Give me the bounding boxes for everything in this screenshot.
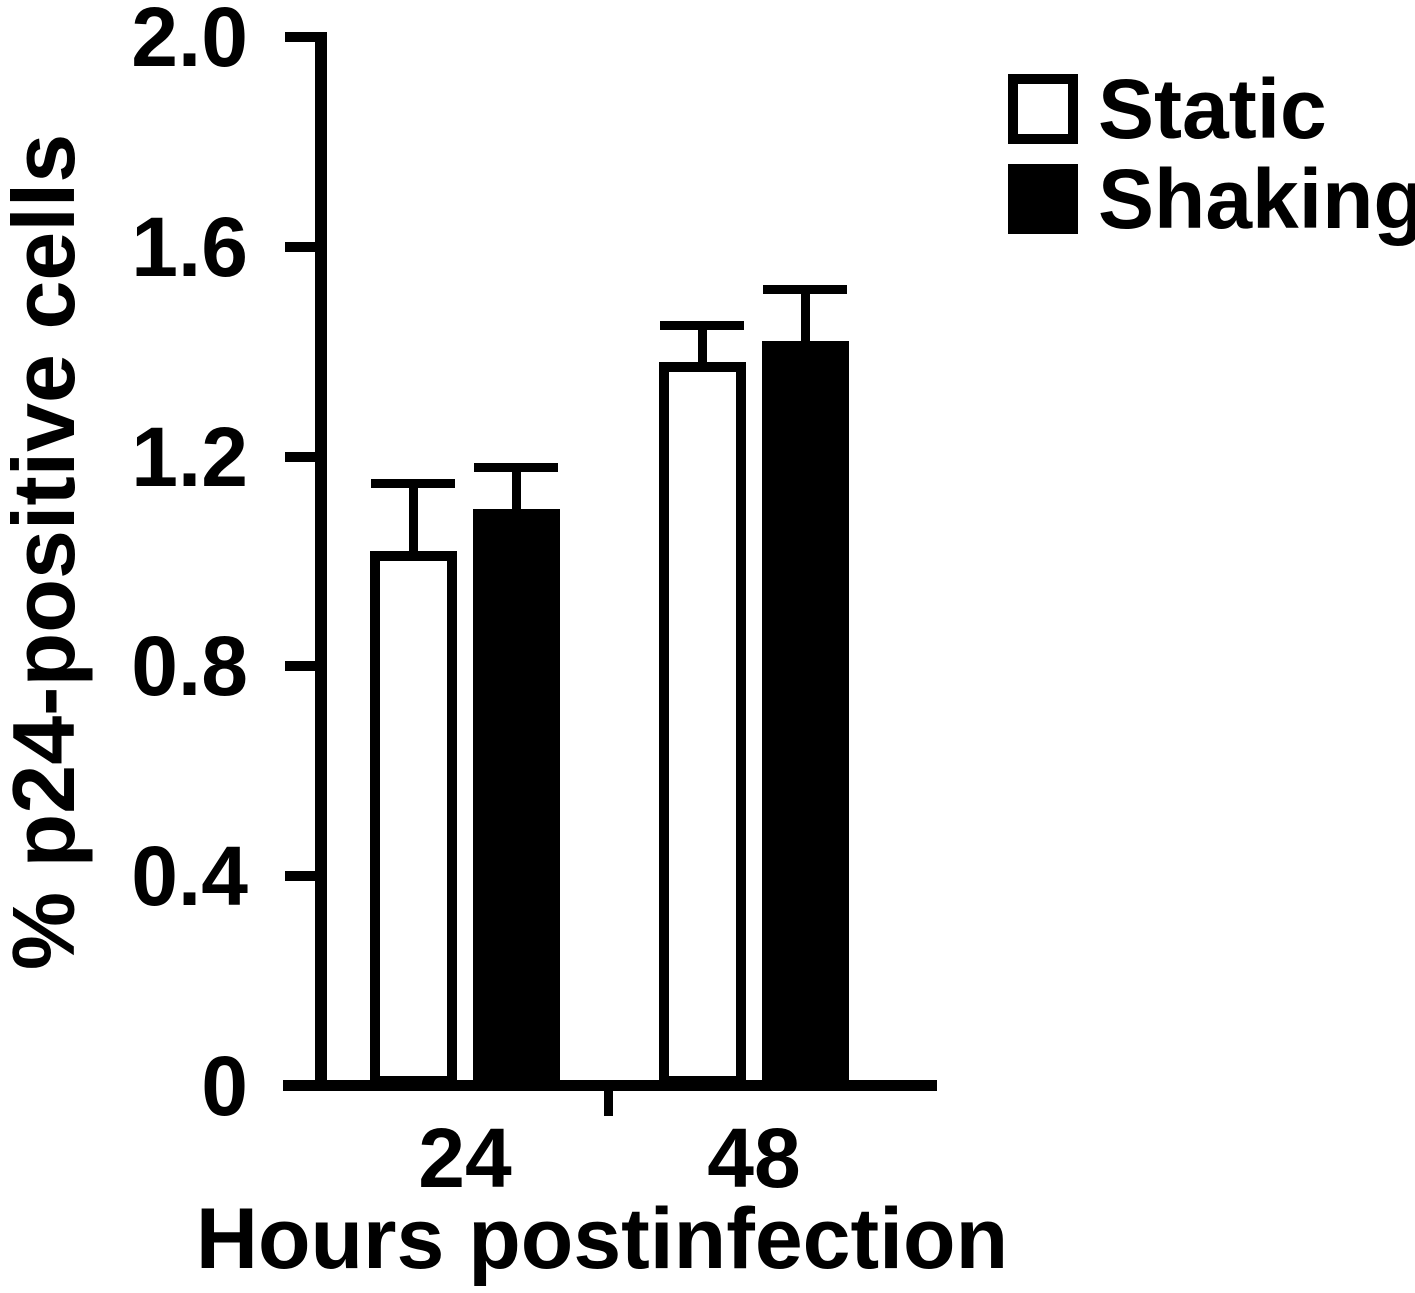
- legend-label-shaking: Shaking: [1098, 152, 1415, 246]
- error-bar-line-shaking-24: [512, 467, 521, 511]
- error-bar-cap-shaking-48: [763, 285, 847, 294]
- y-tick-label: 1.2: [131, 410, 248, 504]
- y-axis-tick: [285, 661, 327, 671]
- legend-swatch-shaking-icon: [1008, 164, 1078, 234]
- bar-shaking-48: [762, 341, 849, 1086]
- legend-swatch-static-icon: [1008, 74, 1078, 144]
- y-tick-label: 0: [201, 1039, 248, 1133]
- error-bar-line-static-24: [409, 483, 418, 553]
- x-axis-tick: [604, 1086, 613, 1116]
- y-axis-tick: [285, 452, 327, 462]
- y-axis-line: [315, 32, 327, 1091]
- x-axis-line: [283, 1080, 937, 1091]
- y-tick-label: 2.0: [131, 0, 248, 84]
- y-tick-label: 0.4: [131, 829, 248, 923]
- y-axis-tick: [285, 32, 327, 42]
- error-bar-cap-static-24: [371, 479, 455, 488]
- y-axis-tick: [285, 871, 327, 881]
- y-tick-label: 0.8: [131, 619, 248, 713]
- error-bar-cap-static-48: [660, 321, 744, 330]
- legend-label-static: Static: [1098, 62, 1327, 156]
- bar-static-24: [370, 551, 457, 1086]
- y-tick-label: 1.6: [131, 200, 248, 294]
- x-tick-label-48: 48: [707, 1111, 801, 1205]
- error-bar-line-shaking-48: [801, 289, 810, 343]
- y-axis-title: % p24-positive cells: [0, 133, 93, 971]
- x-tick-label-24: 24: [418, 1111, 512, 1205]
- error-bar-cap-shaking-24: [474, 463, 558, 472]
- bar-static-48: [659, 362, 746, 1086]
- bar-shaking-24: [473, 509, 560, 1086]
- x-axis-title: Hours postinfection: [195, 1191, 1009, 1287]
- error-bar-line-static-48: [698, 325, 707, 364]
- y-axis-tick: [285, 242, 327, 252]
